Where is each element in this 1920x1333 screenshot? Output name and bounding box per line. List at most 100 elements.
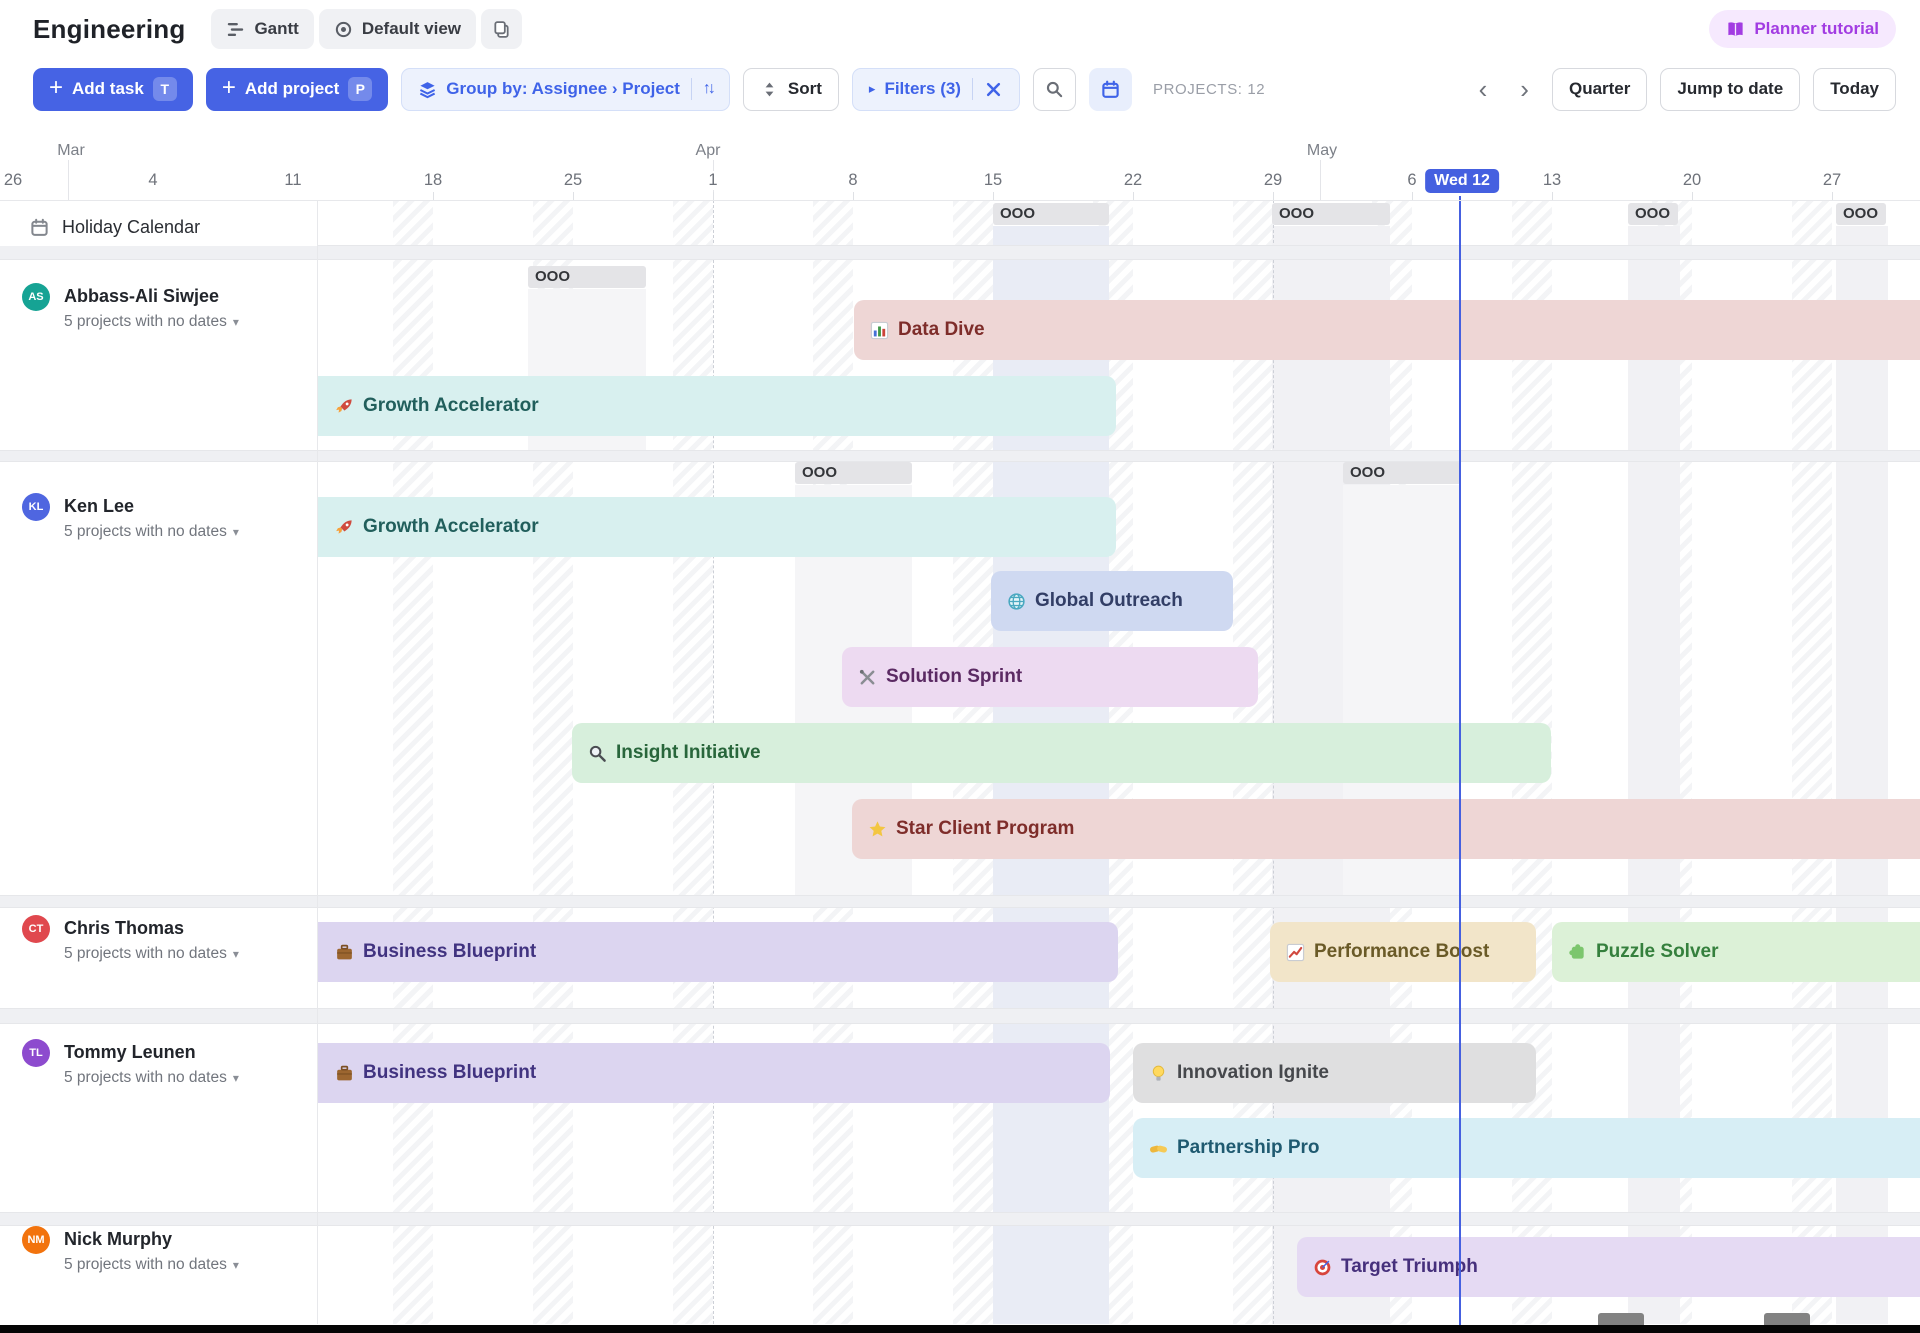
sort-button[interactable]: Sort xyxy=(742,67,839,111)
gantt-bar-performance-boost[interactable]: Performance Boost xyxy=(1270,922,1536,982)
ooo-chip[interactable]: OOO xyxy=(1343,462,1461,484)
assignee-subtitle: 5 projects with no dates xyxy=(64,313,227,330)
assignee-name: Tommy Leunen xyxy=(64,1042,196,1062)
gantt-bar-data-dive[interactable]: Data Dive xyxy=(854,300,1920,360)
book-icon xyxy=(1726,20,1745,39)
briefcase-icon xyxy=(335,1064,354,1083)
gantt-bar-global-outreach[interactable]: Global Outreach xyxy=(991,571,1233,631)
expand-triangle-icon: ▸ xyxy=(868,81,876,96)
planner-tutorial-label: Planner tutorial xyxy=(1754,19,1879,38)
scroll-left-chevron[interactable]: ‹ xyxy=(1478,74,1488,104)
tools-icon xyxy=(858,668,877,687)
section-separator xyxy=(0,895,1920,908)
tab-gantt[interactable]: Gantt xyxy=(211,9,314,49)
month-label: May xyxy=(1306,142,1338,159)
bar-label: Data Dive xyxy=(898,319,985,340)
gantt-icon xyxy=(226,20,245,39)
gantt-bar-partnership-pro[interactable]: Partnership Pro xyxy=(1133,1118,1920,1178)
page-title: Engineering xyxy=(33,13,186,44)
clear-filters-icon[interactable] xyxy=(984,80,1003,99)
avatar: CT xyxy=(22,915,50,943)
gantt-bar-target-triumph[interactable]: Target Triumph xyxy=(1297,1237,1920,1297)
jump-to-date-button[interactable]: Jump to date xyxy=(1660,67,1801,111)
search-button[interactable] xyxy=(1032,67,1076,111)
ooo-chip[interactable]: OOO xyxy=(528,266,646,288)
section-separator xyxy=(0,1212,1920,1226)
assignee-projects-toggle[interactable]: 5 projects with no dates ▾ xyxy=(64,313,239,331)
add-project-button[interactable]: + Add project P xyxy=(205,67,389,111)
rocket-icon xyxy=(335,397,354,416)
day-label: 6 xyxy=(1404,171,1420,190)
caret-down-icon: ▾ xyxy=(232,315,239,329)
today-button[interactable]: Today xyxy=(1813,67,1896,111)
day-label: 20 xyxy=(1679,171,1705,190)
gantt-bar-insight-initiative[interactable]: Insight Initiative xyxy=(572,723,1551,783)
divider xyxy=(690,78,692,100)
globe-icon xyxy=(1007,592,1026,611)
copy-view-button[interactable] xyxy=(481,9,523,49)
ooo-chip[interactable]: OOO xyxy=(993,203,1109,225)
plus-icon: + xyxy=(49,74,64,101)
add-task-button[interactable]: + Add task T xyxy=(33,67,193,111)
sort-arrows-icon[interactable]: ↑↓ xyxy=(702,80,716,97)
day-label: 8 xyxy=(845,171,861,190)
assignee-projects-toggle[interactable]: 5 projects with no dates ▾ xyxy=(64,945,239,963)
ooo-chip[interactable]: OOO xyxy=(1836,203,1886,225)
calendar-icon xyxy=(1101,80,1120,99)
default-view-label: Default view xyxy=(361,19,462,38)
bar-chart-icon xyxy=(870,321,889,340)
month-label: Mar xyxy=(57,142,85,159)
avatar: TL xyxy=(22,1039,50,1067)
day-label: 26 xyxy=(0,171,26,190)
ruler-border xyxy=(0,200,1920,201)
day-label: 22 xyxy=(1120,171,1146,190)
magnifier-icon xyxy=(588,744,607,763)
holiday-calendar-icon xyxy=(30,218,49,237)
group-by-button[interactable]: Group by: Assignee › Project ↑↓ xyxy=(401,67,730,111)
add-task-label: Add task xyxy=(72,79,144,98)
jump-to-date-label: Jump to date xyxy=(1677,79,1784,98)
gantt-bar-business-blueprint[interactable]: Business Blueprint xyxy=(317,922,1118,982)
day-label: 11 xyxy=(281,171,305,190)
quarter-button[interactable]: Quarter xyxy=(1551,67,1648,111)
search-icon xyxy=(1045,80,1064,99)
ooo-chip[interactable]: OOO xyxy=(795,462,912,484)
gantt-bar-puzzle-solver[interactable]: Puzzle Solver xyxy=(1552,922,1920,982)
planner-tutorial-button[interactable]: Planner tutorial xyxy=(1709,10,1896,48)
ooo-chip[interactable]: OOO xyxy=(1272,203,1390,225)
gantt-bar-innovation-ignite[interactable]: Innovation Ignite xyxy=(1133,1043,1536,1103)
gantt-bar-business-blueprint[interactable]: Business Blueprint xyxy=(317,1043,1110,1103)
default-view-button[interactable]: Default view xyxy=(318,9,477,49)
rocket-icon xyxy=(335,518,354,537)
gantt-bar-growth-accelerator[interactable]: Growth Accelerator xyxy=(317,376,1116,436)
day-label: 15 xyxy=(980,171,1006,190)
assignee-projects-toggle[interactable]: 5 projects with no dates ▾ xyxy=(64,1256,239,1274)
shortcut-badge-p: P xyxy=(348,77,373,101)
gantt-bar-growth-accelerator[interactable]: Growth Accelerator xyxy=(317,497,1116,557)
assignee-projects-toggle[interactable]: 5 projects with no dates ▾ xyxy=(64,1069,239,1087)
quarter-label: Quarter xyxy=(1568,79,1631,98)
assignee-subtitle: 5 projects with no dates xyxy=(64,1069,227,1086)
view-target-icon xyxy=(334,20,353,39)
assignee-projects-toggle[interactable]: 5 projects with no dates ▾ xyxy=(64,523,239,541)
caret-down-icon: ▾ xyxy=(232,525,239,539)
group-by-label: Group by: Assignee › Project xyxy=(446,79,680,98)
copy-icon xyxy=(492,20,511,39)
bar-label: Partnership Pro xyxy=(1177,1137,1320,1158)
day-label: 27 xyxy=(1819,171,1845,190)
filters-button[interactable]: ▸ Filters (3) xyxy=(851,67,1020,111)
holiday-calendar-row[interactable]: Holiday Calendar xyxy=(0,208,317,246)
bar-label: Star Client Program xyxy=(896,818,1075,839)
gantt-bar-star-client-program[interactable]: Star Client Program xyxy=(852,799,1920,859)
gantt-bar-solution-sprint[interactable]: Solution Sprint xyxy=(842,647,1258,707)
add-project-label: Add project xyxy=(244,79,340,98)
caret-down-icon: ▾ xyxy=(232,1258,239,1272)
calendar-button[interactable] xyxy=(1088,67,1132,111)
bar-label: Business Blueprint xyxy=(363,1062,537,1083)
scroll-right-chevron[interactable]: › xyxy=(1520,74,1529,104)
bar-label: Solution Sprint xyxy=(886,666,1023,687)
assignee-subtitle: 5 projects with no dates xyxy=(64,523,227,540)
avatar: AS xyxy=(22,283,50,311)
ooo-chip[interactable]: OOO xyxy=(1628,203,1678,225)
